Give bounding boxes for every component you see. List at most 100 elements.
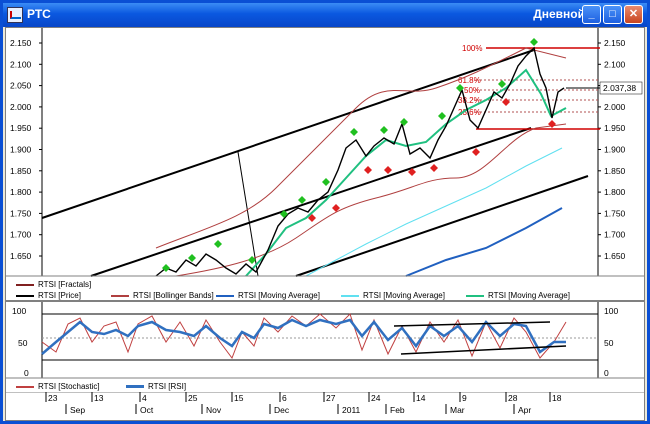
month-tick-label: Apr [518,405,531,415]
day-tick-label: 24 [371,393,381,403]
fractal-down-marker [384,166,392,174]
fractal-up-marker [162,264,170,272]
bollinger-lower [175,123,567,277]
fractal-up-marker [456,84,464,92]
fractal-up-marker [248,256,256,264]
fractal-up-marker [498,80,506,88]
legend-ma-mid-label: RTSI [Moving Average] [363,291,445,300]
price-tick-left: 1.650 [10,251,32,261]
legend-swatch [16,294,34,297]
channel-upper-line[interactable] [41,49,535,219]
legend-stochastic: RTSI [Stochastic] [16,382,100,391]
legend-fractals: RTSI [Fractals] [16,280,91,289]
month-tick-label: Dec [274,405,290,415]
fractal-up-marker [280,210,288,218]
trend-tool-line[interactable] [237,151,259,277]
osc-tick-left-50: 50 [18,338,28,348]
day-tick-label: 6 [282,393,287,403]
month-tick-label: 2011 [342,405,361,415]
fib-label-23: 23.6% [458,108,481,117]
fractal-up-marker [350,128,358,136]
legend-swatch [16,283,34,286]
month-tick-label: Feb [390,405,405,415]
legend-ma-fast: RTSI [Moving Average] [466,291,570,300]
price-tick-left: 1.950 [10,123,32,133]
day-tick-label: 18 [552,393,562,403]
fractal-down-marker [548,120,556,128]
legend-swatch [16,385,34,388]
fractal-up-marker [298,196,306,204]
price-tick-left: 2.150 [10,38,32,48]
day-tick-label: 28 [508,393,518,403]
day-tick-label: 15 [234,393,244,403]
price-line [155,46,565,277]
fractal-down-marker [364,166,372,174]
legend-bollinger: RTSI [Bollinger Bands] [111,291,214,300]
chart-app-icon [7,7,23,23]
maximize-button[interactable]: □ [603,5,622,24]
day-tick-label: 23 [48,393,58,403]
legend-fractals-label: RTSI [Fractals] [38,280,92,289]
legend-price-label: RTSI [Price] [38,291,81,300]
legend-stochastic-label: RTSI [Stochastic] [38,382,100,391]
title-bar[interactable]: РТС Дневной _ □ ✕ [3,3,647,27]
price-pane[interactable]: 2.150 2.100 2.050 2.000 1.950 1.900 1.850 1.800… [5,27,645,301]
osc-tick-left-0: 0 [24,368,29,378]
fractal-down-marker [308,214,316,222]
fractal-up-marker [438,112,446,120]
fib-label-38: 38.2% [458,96,481,105]
legend-swatch [216,294,234,297]
price-tick-left: 1.850 [10,166,32,176]
fractal-up-marker [380,126,388,134]
price-tick-left: 1.800 [10,187,32,197]
legend-rsi: RTSI [RSI] [126,382,186,391]
fractal-down-marker [430,164,438,172]
bollinger-upper [155,47,567,249]
legend-swatch [341,294,359,297]
stochastic-line [41,313,567,360]
price-tick-right: 1.850 [604,166,626,176]
fib-label-50: 50% [464,86,480,95]
price-tick-left: 2.050 [10,81,32,91]
minimize-button[interactable]: _ [582,5,601,24]
close-button[interactable]: ✕ [624,5,643,24]
fractal-up-marker [530,38,538,46]
oscillator-pane[interactable]: 100 50 0 100 50 0 RTSI [Stochastic] RTSI… [5,301,645,421]
window-title: РТС [27,7,51,21]
fractal-up-marker [322,178,330,186]
day-tick-label: 27 [326,393,336,403]
price-tick-right: 1.800 [604,187,626,197]
period-label: Дневной [533,7,585,21]
price-tick-right: 1.750 [604,208,626,218]
rsi-line [41,318,566,355]
osc-tick-right-50: 50 [604,338,614,348]
osc-trend-upper [393,321,551,327]
osc-tick-right-100: 100 [604,306,618,316]
current-price-box [599,81,643,95]
oscillator-chart[interactable]: 100 50 0 100 50 0 [6,302,644,420]
osc-trend-lower [400,345,567,355]
ma-slow-line [405,207,563,277]
month-tick-label: Oct [140,405,154,415]
current-price-label: 2.037,38 [603,83,636,93]
price-tick-right: 2.100 [604,59,626,69]
price-tick-left: 2.000 [10,102,32,112]
fib-label-100: 100% [462,44,482,53]
day-tick-label: 9 [462,393,467,403]
time-axis[interactable]: 23 13 4 25 15 6 27 24 14 9 28 18 Sep Oct Nov Dec 2011 Fe… [6,392,644,418]
month-tick-label: Sep [70,405,85,415]
legend-ma-mid: RTSI [Moving Average] [341,291,445,300]
legend-price: RTSI [Price] [16,291,81,300]
legend-swatch [111,294,129,297]
price-tick-right: 2.150 [604,38,626,48]
price-tick-left: 1.750 [10,208,32,218]
channel-mid-line[interactable] [90,127,532,277]
channel-lower-line[interactable] [295,175,589,277]
osc-tick-right-0: 0 [604,368,609,378]
day-tick-label: 4 [142,393,147,403]
price-chart[interactable]: 2.150 2.100 2.050 2.000 1.950 1.900 1.850 1.800… [6,28,644,300]
price-tick-right: 1.950 [604,123,626,133]
fractal-down-marker [502,98,510,106]
price-tick-right: 1.650 [604,251,626,261]
fractal-up-marker [188,254,196,262]
